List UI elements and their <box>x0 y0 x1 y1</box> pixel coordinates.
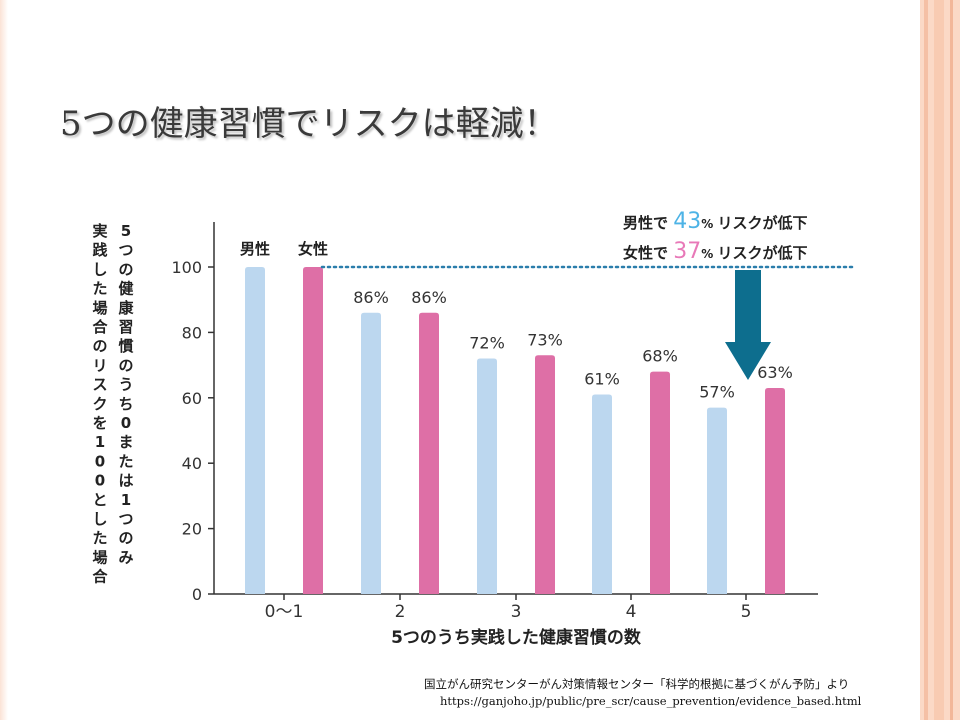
y-axis-title-char: た <box>92 529 107 547</box>
legend-male: 男性 <box>240 240 270 258</box>
y-axis-title-char: し <box>92 510 107 528</box>
y-axis-title-char: 康 <box>118 299 134 317</box>
y-axis-title-char: の <box>92 337 107 355</box>
y-axis-title-char: 場 <box>92 548 107 566</box>
y-axis-title-char: 合 <box>91 318 108 336</box>
y-axis-title-char: の <box>118 529 133 547</box>
left-edge-decoration <box>0 0 8 720</box>
annotation-female-percent: % <box>701 247 717 261</box>
x-tick-label: 0〜1 <box>265 602 304 622</box>
x-tick-label: 5 <box>741 602 752 622</box>
y-axis-title-char: 5 <box>121 222 131 240</box>
y-tick-label: 0 <box>192 585 202 604</box>
y-axis-title-char: 場 <box>92 299 107 317</box>
annotation-male-percent: % <box>701 217 717 231</box>
y-axis-title-char: 慣 <box>118 337 133 355</box>
y-axis-title-char: つ <box>118 510 133 528</box>
y-axis-title-char: と <box>92 491 107 509</box>
y-tick-label: 40 <box>182 454 202 473</box>
y-axis-title-char: 1 <box>95 433 105 451</box>
y-axis-title-char: ク <box>92 395 107 413</box>
y-axis-title-char: 0 <box>121 414 131 432</box>
y-axis-title-char: を <box>92 414 107 432</box>
bar-male <box>477 358 497 594</box>
bar-female <box>303 267 323 594</box>
bar-male <box>245 267 265 594</box>
y-axis-title-char: 健 <box>118 280 133 298</box>
bar-male <box>361 312 381 594</box>
bar-female <box>765 387 785 594</box>
data-label-male: 72% <box>469 334 505 353</box>
y-axis-title-char: し <box>92 260 107 278</box>
y-axis-title-char: 習 <box>118 318 133 336</box>
y-axis-title-char: つ <box>118 241 133 259</box>
deco-stripe <box>924 0 928 720</box>
y-axis-title-char: の <box>118 356 133 374</box>
y-axis-title-char: 合 <box>91 568 108 586</box>
annotation-male-value: 43 <box>673 209 701 234</box>
bar-male <box>592 394 612 594</box>
source-credit: 国立がん研究センターがん対策情報センター「科学的根拠に基づくがん予防」より <box>424 677 850 691</box>
y-axis-title-char: 0 <box>95 472 105 490</box>
bar-female <box>419 312 439 594</box>
annotation-female-prefix: 女性で <box>623 244 673 262</box>
x-tick-label: 3 <box>511 602 522 622</box>
annotation-male-suffix: リスクが低下 <box>717 214 807 232</box>
slide-title: 5つの健康習慣でリスクは軽減！ <box>60 104 558 144</box>
y-axis-title-char: 践 <box>92 241 107 259</box>
y-axis-title-char: た <box>92 280 107 298</box>
bar-female <box>535 355 555 594</box>
deco-stripe <box>950 0 953 720</box>
y-axis-title-char: の <box>118 260 133 278</box>
legend-female: 女性 <box>298 240 328 258</box>
y-tick-label: 80 <box>182 323 202 342</box>
y-axis-title-char: ち <box>118 395 133 413</box>
data-label-male: 57% <box>699 383 735 402</box>
y-tick-label: 20 <box>182 520 202 539</box>
right-edge-decoration <box>920 0 960 720</box>
data-label-male: 86% <box>353 288 389 307</box>
data-label-female: 68% <box>642 347 678 366</box>
annotation-male-prefix: 男性で <box>623 214 673 232</box>
y-axis-title-char: リ <box>92 356 107 374</box>
y-tick-label: 100 <box>171 258 202 277</box>
y-axis-title-char: た <box>118 452 133 470</box>
annotation-male: 男性で 43% リスクが低下 <box>623 209 807 234</box>
deco-stripe <box>934 0 944 720</box>
y-axis-title-char: う <box>118 376 133 394</box>
annotation-female: 女性で 37% リスクが低下 <box>623 239 807 264</box>
data-label-male: 61% <box>584 370 620 389</box>
y-tick-label: 60 <box>182 389 202 408</box>
source-url: https://ganjoho.jp/public/pre_scr/cause_… <box>440 694 862 708</box>
annotation-female-suffix: リスクが低下 <box>717 244 807 262</box>
bar-female <box>650 371 670 594</box>
down-arrow-icon <box>725 270 771 380</box>
y-axis-title-char: み <box>118 548 133 566</box>
x-tick-label: 4 <box>626 602 637 622</box>
data-label-female: 73% <box>527 330 563 349</box>
data-label-female: 86% <box>411 288 447 307</box>
y-axis-title-char: ま <box>118 433 133 451</box>
y-axis-title-char: は <box>118 472 133 490</box>
chart-labels: 男性 女性 86% 86% 72% 73% 61% 68% 57% 63% <box>240 240 793 402</box>
annotation-female-value: 37 <box>673 239 701 264</box>
x-axis-title: 5つのうち実践した健康習慣の数 <box>391 627 642 648</box>
chart-bars <box>245 267 785 594</box>
y-axis-title-char: 1 <box>121 491 131 509</box>
bar-male <box>707 407 727 594</box>
y-axis-title-char: ス <box>92 376 107 394</box>
x-tick-label: 2 <box>395 602 406 622</box>
y-axis-title-char: 実 <box>92 222 107 240</box>
data-label-female: 63% <box>757 363 793 382</box>
y-axis-title-char: 0 <box>95 452 105 470</box>
